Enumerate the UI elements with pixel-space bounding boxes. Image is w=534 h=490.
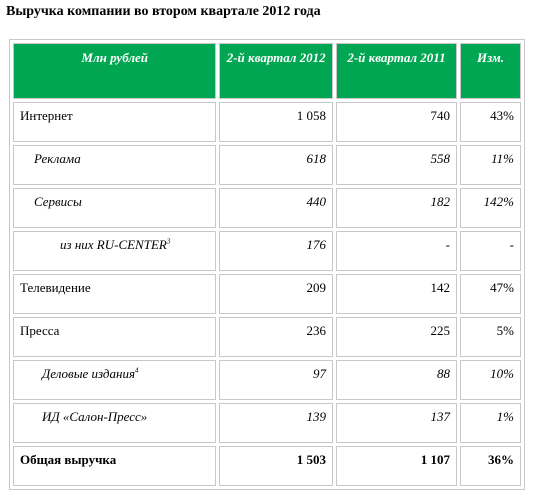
- value-cell: 11%: [459, 145, 521, 185]
- cell-value: 440: [306, 194, 326, 209]
- cell-value: 11%: [491, 151, 514, 166]
- cell-value: 5%: [496, 323, 514, 338]
- table-row: Деловые издания4 97 88 10%: [13, 360, 521, 400]
- value-cell: 740: [335, 102, 457, 142]
- cell-value: 1 503: [296, 452, 326, 467]
- row-label: Деловые издания: [42, 366, 135, 381]
- table-row: Интернет 1 058 740 43%: [13, 102, 521, 142]
- header-row: Млн рублей 2-й квартал 2012 2-й квартал …: [13, 43, 521, 99]
- cell-value: 182: [430, 194, 450, 209]
- table-row: Реклама 618 558 11%: [13, 145, 521, 185]
- cell-value: -: [445, 237, 450, 252]
- revenue-table: Млн рублей 2-й квартал 2012 2-й квартал …: [9, 39, 525, 490]
- cell-value: 1 107: [420, 452, 450, 467]
- value-cell: 137: [335, 403, 457, 443]
- cell-value: 97: [312, 366, 326, 381]
- table-row: ИД «Салон-Пресс» 139 137 1%: [13, 403, 521, 443]
- cell-value: 236: [306, 323, 326, 338]
- row-label: Интернет: [20, 108, 73, 123]
- cell-value: 43%: [490, 108, 514, 123]
- row-label: Телевидение: [20, 280, 91, 295]
- footnote-mark: 3: [166, 237, 171, 246]
- row-label: Реклама: [34, 151, 81, 166]
- cell-value: 558: [430, 151, 450, 166]
- cell-value: 10%: [490, 366, 514, 381]
- cell-value: 209: [306, 280, 326, 295]
- cell-value: 88: [436, 366, 450, 381]
- label-cell: ИД «Салон-Пресс»: [13, 403, 217, 443]
- header-cell: Млн рублей: [13, 43, 217, 99]
- cell-value: 618: [306, 151, 326, 166]
- cell-value: 225: [430, 323, 450, 338]
- label-cell: Сервисы: [13, 188, 217, 228]
- label-cell: Общая выручка: [13, 446, 217, 486]
- value-cell: 1 107: [335, 446, 457, 486]
- value-cell: 558: [335, 145, 457, 185]
- value-cell: 209: [219, 274, 333, 314]
- cell-value: 1%: [496, 409, 514, 424]
- value-cell: 618: [219, 145, 333, 185]
- title: Выручка компании во втором квартале 2012…: [6, 4, 321, 19]
- row-label: Общая выручка: [20, 452, 117, 467]
- label-cell: Реклама: [13, 145, 217, 185]
- value-cell: 5%: [459, 317, 521, 357]
- header-cell: 2-й квартал 2012: [219, 43, 333, 99]
- value-cell: -: [335, 231, 457, 271]
- cell-value: 1 058: [296, 108, 326, 123]
- label-cell: Интернет: [13, 102, 217, 142]
- cell-value: 142: [430, 280, 450, 295]
- value-cell: 236: [219, 317, 333, 357]
- cell-value: 740: [430, 108, 450, 123]
- value-cell: 47%: [459, 274, 521, 314]
- row-label: Пресса: [20, 323, 60, 338]
- value-cell: 139: [219, 403, 333, 443]
- value-cell: 440: [219, 188, 333, 228]
- value-cell: 142: [335, 274, 457, 314]
- row-label: ИД «Салон-Пресс»: [42, 409, 148, 424]
- value-cell: 1%: [459, 403, 521, 443]
- row-label: из них RU-CENTER: [60, 237, 167, 252]
- row-label: Сервисы: [34, 194, 82, 209]
- value-cell: 36%: [459, 446, 521, 486]
- cell-value: 47%: [490, 280, 514, 295]
- label-cell: Деловые издания4: [13, 360, 217, 400]
- table-row: Телевидение 209 142 47%: [13, 274, 521, 314]
- cell-value: -: [509, 237, 514, 252]
- cell-value: 139: [306, 409, 326, 424]
- value-cell: 43%: [459, 102, 521, 142]
- value-cell: -: [459, 231, 521, 271]
- header-cell: 2-й квартал 2011: [335, 43, 457, 99]
- label-cell: Телевидение: [13, 274, 217, 314]
- cell-value: 142%: [483, 194, 514, 209]
- table-row: Пресса 236 225 5%: [13, 317, 521, 357]
- cell-value: 176: [306, 237, 326, 252]
- value-cell: 97: [219, 360, 333, 400]
- value-cell: 225: [335, 317, 457, 357]
- cell-value: 36%: [488, 452, 514, 467]
- value-cell: 1 503: [219, 446, 333, 486]
- value-cell: 88: [335, 360, 457, 400]
- value-cell: 142%: [459, 188, 521, 228]
- table-row: Общая выручка 1 503 1 107 36%: [13, 446, 521, 486]
- table-row: из них RU-CENTER3 176 - -: [13, 231, 521, 271]
- value-cell: 182: [335, 188, 457, 228]
- header-cell: Изм.: [459, 43, 521, 99]
- label-cell: Пресса: [13, 317, 217, 357]
- table-row: Сервисы 440 182 142%: [13, 188, 521, 228]
- cell-value: 137: [430, 409, 450, 424]
- value-cell: 1 058: [219, 102, 333, 142]
- footnote-mark: 4: [134, 366, 139, 375]
- value-cell: 176: [219, 231, 333, 271]
- value-cell: 10%: [459, 360, 521, 400]
- label-cell: из них RU-CENTER3: [13, 231, 217, 271]
